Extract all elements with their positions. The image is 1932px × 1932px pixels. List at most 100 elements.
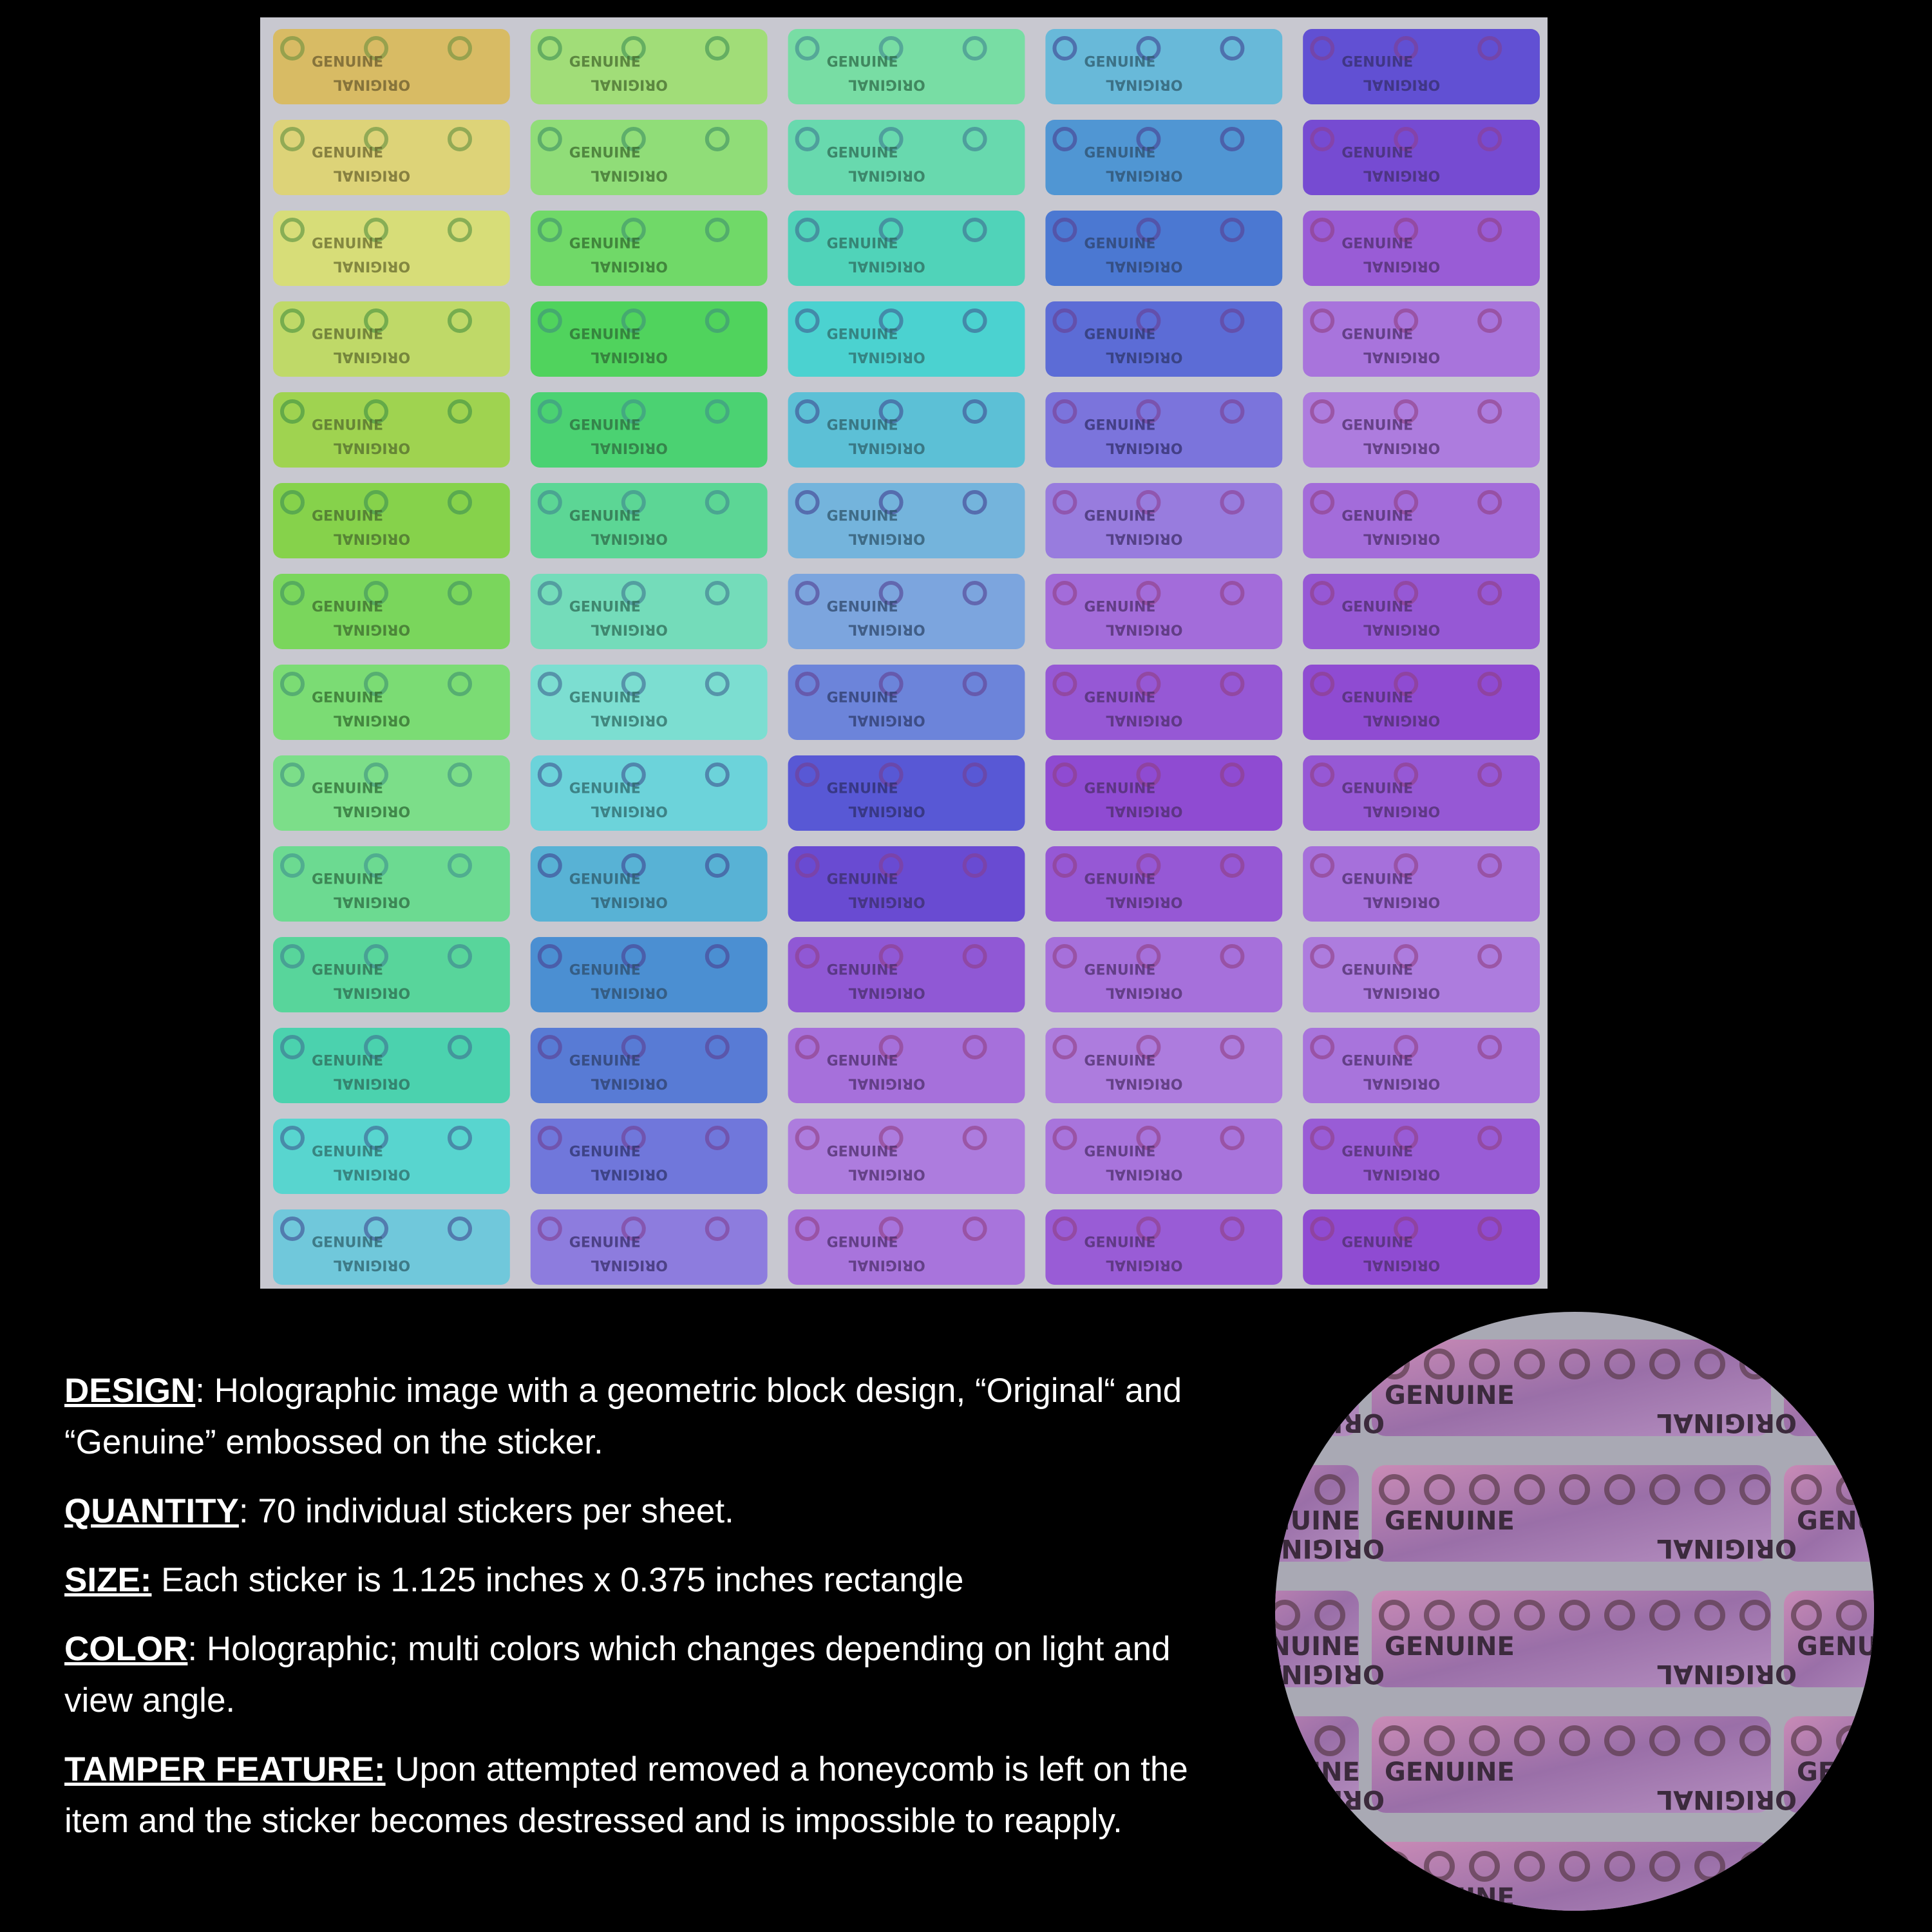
zoom-ring [1227,1602,1253,1628]
zoom-ring [1514,1725,1545,1756]
zoom-ring [1379,1600,1410,1631]
sticker-ring [1394,1217,1419,1241]
sticker-word: GENUINE [312,55,383,71]
sticker-word: ORIGINAL [848,1075,925,1092]
zoom-word: ORIGINAL [1245,1408,1385,1437]
sticker-ring [795,853,820,878]
sticker-word: GENUINE [312,963,383,979]
zoom-ring [1469,1474,1500,1505]
sticker-ring [1477,127,1502,151]
zoom-word: ORIGINAL [1657,1533,1797,1563]
sticker-word: ORIGINAL [1106,1075,1183,1092]
sticker-ring [621,1035,646,1059]
sticker-ring [1136,762,1161,787]
sticker-word: ORIGINAL [1363,1075,1441,1092]
zoom-ring [1694,1349,1725,1379]
sticker-ring [1310,581,1335,605]
sticker-ring [705,1035,730,1059]
sticker-ring [962,1217,987,1241]
sticker-word: ORIGINAL [848,985,925,1001]
zoom-word: GENUINE [1797,1883,1927,1913]
sticker-ring [1394,853,1419,878]
zoom-ring [1227,1728,1253,1754]
sticker-ring [1477,399,1502,424]
sticker-ring [705,1126,730,1150]
sticker-word: GENUINE [569,872,641,888]
zoom-sticker [1275,1340,1359,1436]
sticker-ring [280,944,305,969]
sticker-word: ORIGINAL [591,803,668,819]
sticker-word: GENUINE [569,327,641,343]
zoom-sticker [1784,1842,1874,1911]
sticker-word: ORIGINAL [1363,803,1441,819]
sticker-ring [1052,581,1077,605]
sticker-ring [1052,36,1077,61]
sticker-word: ORIGINAL [848,258,925,274]
sticker-ring [705,944,730,969]
zoom-ring [1514,1851,1545,1882]
zoom-sticker [1275,1842,1359,1911]
sticker-ring [1477,762,1502,787]
sticker-ring [364,218,388,242]
sticker-ring [795,672,820,696]
zoom-ring [1379,1725,1410,1756]
sticker-word: ORIGINAL [591,167,668,184]
feature: DESIGN: Holographic image with a geometr… [64,1365,1224,1468]
sticker-word: GENUINE [312,872,383,888]
sticker-ring [448,399,472,424]
sticker-ring [1136,853,1161,878]
zoom-ring [1275,1851,1300,1882]
sticker-word: GENUINE [827,236,898,252]
sticker-ring [705,36,730,61]
sticker-word: GENUINE [569,1235,641,1251]
sticker-ring [364,490,388,515]
sticker-ring [962,762,987,787]
sticker-word: GENUINE [569,236,641,252]
feature-text: Upon attempted removed a honeycomb is le… [64,1750,1188,1840]
sticker-ring [364,944,388,969]
sticker-ring [1052,1126,1077,1150]
zoom-ring [1604,1474,1635,1505]
sticker-word: GENUINE [827,418,898,434]
sticker-ring [1052,1217,1077,1241]
sticker-ring [537,1217,562,1241]
zoom-ring [1649,1725,1680,1756]
sticker-word: GENUINE [312,1235,383,1251]
sticker-ring [1052,490,1077,515]
sticker-ring [962,218,987,242]
sticker-ring [537,127,562,151]
zoom-ring [1424,1600,1455,1631]
sticker-word: ORIGINAL [1363,77,1441,93]
zoom-ring [1791,1474,1822,1505]
sticker-ring [448,853,472,878]
sticker-ring [1477,1217,1502,1241]
sticker-word: GENUINE [312,236,383,252]
sticker-word: ORIGINAL [1106,1166,1183,1182]
sticker-word: GENUINE [1084,509,1155,525]
sticker-word: ORIGINAL [1363,1257,1441,1273]
feature-label: SIZE: [64,1561,152,1599]
sticker-word: GENUINE [1084,146,1155,162]
sticker-word: ORIGINAL [591,531,668,547]
sticker-ring [364,853,388,878]
sticker-ring [1220,672,1245,696]
sticker-word: ORIGINAL [1106,621,1183,638]
sticker-word: ORIGINAL [848,1257,925,1273]
zoom-ring [1884,1602,1909,1628]
sticker-ring [1310,127,1335,151]
sticker-ring [1394,581,1419,605]
sticker-ring [962,36,987,61]
sticker-ring [705,581,730,605]
sticker-ring [364,1126,388,1150]
sticker-ring [705,399,730,424]
sticker-ring [537,581,562,605]
sticker-ring [448,127,472,151]
sticker-word: GENUINE [312,600,383,616]
sticker-ring [1052,127,1077,151]
sticker-ring [1052,944,1077,969]
sticker-word: GENUINE [1341,600,1413,616]
sticker-ring [878,1217,904,1241]
sticker-ring [1394,944,1419,969]
zoom-ring [1559,1349,1590,1379]
